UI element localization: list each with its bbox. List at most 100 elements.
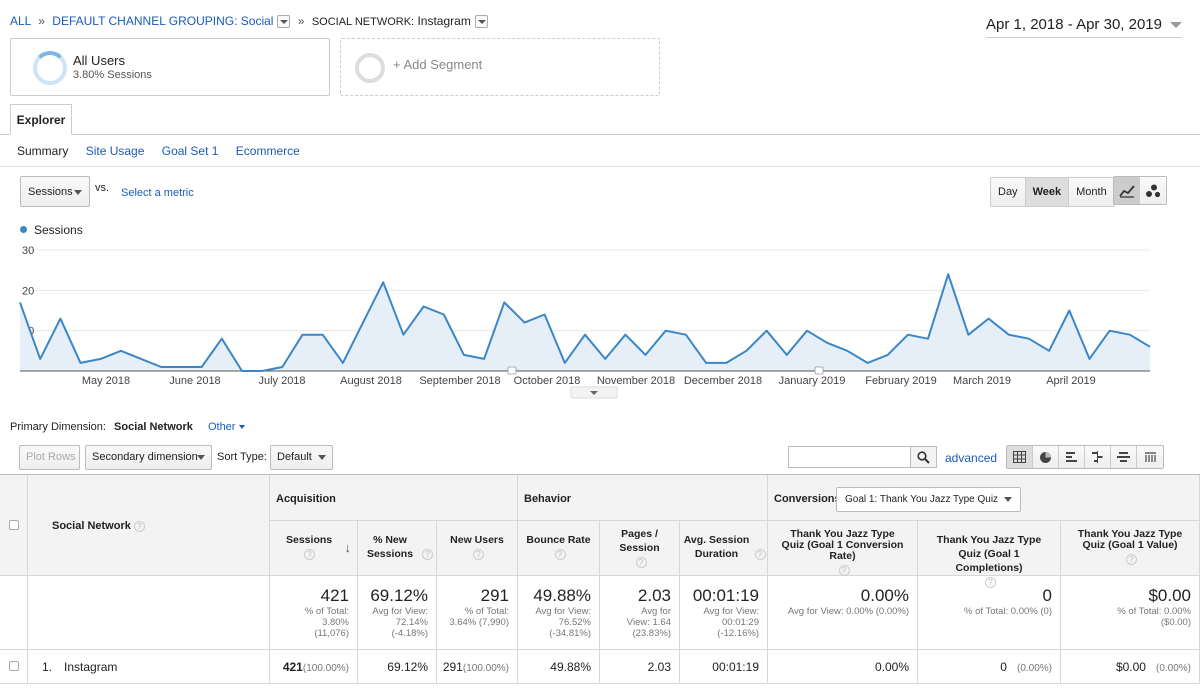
annotation-marker-icon: [507, 366, 517, 375]
tab-explorer[interactable]: Explorer: [10, 104, 72, 135]
help-icon[interactable]: ?: [838, 564, 850, 576]
select-metric-link[interactable]: Select a metric: [121, 187, 194, 199]
help-icon[interactable]: ?: [473, 548, 484, 560]
total-goal-value-sub: % of Total: 0.00%: [1117, 606, 1191, 617]
total-conv-rate-sub: Avg for View: 0.00% (0.00%): [787, 606, 909, 617]
help-icon[interactable]: ?: [554, 548, 566, 560]
pie-chart-icon[interactable]: [1033, 446, 1059, 468]
breadcrumb-network-value: Instagram: [417, 14, 471, 28]
breadcrumb-network-label: SOCIAL NETWORK:: [311, 16, 415, 28]
help-icon[interactable]: ?: [635, 556, 647, 568]
conversion-goal-select[interactable]: Goal 1: Thank You Jazz Type Quiz: [836, 487, 1021, 512]
help-icon[interactable]: ?: [1126, 553, 1137, 565]
explorer-subtabs: Summary Site Usage Goal Set 1 Ecommerce: [17, 144, 314, 158]
segment-ring-icon: [33, 51, 67, 85]
sort-type-select[interactable]: Default: [270, 445, 333, 470]
add-segment-button[interactable]: + Add Segment: [340, 38, 660, 96]
col-pct-new-sessions[interactable]: % New Sessions?: [358, 521, 437, 576]
col-duration-label: Avg. Session Duration: [683, 534, 750, 560]
performance-bars-icon[interactable]: [1059, 446, 1085, 468]
subtab-summary[interactable]: Summary: [17, 144, 69, 158]
granularity-day-button[interactable]: Day: [991, 178, 1026, 206]
col-goal1-completions[interactable]: Thank You Jazz Type Quiz (Goal 1 Complet…: [918, 521, 1061, 588]
row-checkbox[interactable]: [9, 661, 19, 671]
x-tick-label: July 2018: [258, 375, 305, 387]
help-icon[interactable]: ?: [133, 520, 145, 532]
table-search-input[interactable]: [788, 446, 911, 468]
search-button[interactable]: [910, 446, 937, 468]
y-tick-label: 30: [22, 245, 34, 257]
help-icon[interactable]: ?: [985, 576, 996, 588]
row-goal-value-pct: (0.00%): [1155, 663, 1191, 674]
metric-select[interactable]: Sessions: [20, 176, 90, 207]
col-pages-session[interactable]: Pages / Session?: [600, 521, 680, 576]
x-tick-label: May 2018: [82, 375, 130, 387]
sort-type-value: Default: [277, 451, 312, 463]
col-avg-session-duration[interactable]: Avg. Session Duration?: [680, 521, 768, 576]
row-goal-value: $0.00 (0.00%): [1061, 650, 1200, 684]
total-pct-new-value: 69.12%: [370, 586, 428, 605]
col-new-users-label: New Users: [450, 534, 504, 546]
row-network-link[interactable]: Instagram: [64, 660, 118, 674]
total-duration-sub: (-12.16%): [717, 628, 759, 639]
line-chart-icon[interactable]: [1114, 177, 1140, 204]
date-range-picker[interactable]: Apr 1, 2018 - Apr 30, 2019: [986, 16, 1182, 38]
motion-chart-icon[interactable]: [1140, 177, 1166, 204]
col-conv-rate-label: Thank You Jazz Type Quiz (Goal 1 Convers…: [781, 528, 904, 562]
dimension-header[interactable]: Social Network?: [28, 475, 270, 576]
pivot-icon[interactable]: [1137, 446, 1163, 468]
secondary-dimension-select[interactable]: Secondary dimension: [85, 445, 212, 470]
network-dropdown-icon[interactable]: [474, 15, 488, 29]
col-bounce-label: Bounce Rate: [526, 534, 591, 546]
row-new-users-value: 291: [442, 660, 463, 674]
total-duration-sub: 00:01:29: [722, 617, 759, 628]
other-dimension-link[interactable]: Other: [208, 421, 246, 433]
subtab-ecommerce[interactable]: Ecommerce: [235, 144, 300, 158]
segment-all-users[interactable]: All Users 3.80% Sessions: [10, 38, 330, 96]
plot-rows-button[interactable]: Plot Rows: [19, 445, 80, 470]
channel-dropdown-icon[interactable]: [277, 15, 291, 29]
col-pages-label: Pages / Session: [619, 528, 660, 554]
total-new-users-sub: 3.64% (7,990): [449, 617, 509, 628]
breadcrumb-all-link[interactable]: ALL: [10, 14, 31, 28]
help-icon[interactable]: ?: [754, 548, 766, 560]
total-duration-sub: Avg for View:: [703, 606, 759, 617]
report-table: Social Network? Acquisition Behavior Con…: [0, 474, 1200, 688]
total-bounce-value: 49.88%: [533, 586, 591, 605]
breadcrumb-channel-link[interactable]: DEFAULT CHANNEL GROUPING: Social: [52, 14, 274, 28]
help-icon[interactable]: ?: [422, 548, 433, 560]
chevron-down-icon: [590, 391, 598, 395]
subtab-goal-set-1[interactable]: Goal Set 1: [161, 144, 219, 158]
comparison-icon[interactable]: [1085, 446, 1111, 468]
advanced-filter-link[interactable]: advanced: [945, 451, 998, 465]
col-bounce-rate[interactable]: Bounce Rate?: [518, 521, 600, 576]
row-pct-new: 69.12%: [358, 650, 437, 684]
segment-title: All Users: [73, 53, 126, 68]
chevron-down-icon: [1170, 22, 1182, 29]
col-goal1-value[interactable]: Thank You Jazz Type Quiz (Goal 1 Value)?: [1061, 521, 1200, 576]
total-pages-sub: Avg for: [641, 606, 671, 617]
metric-select-value: Sessions: [28, 186, 73, 198]
granularity-week-button[interactable]: Week: [1025, 178, 1070, 206]
subtab-divider: [0, 166, 1200, 167]
col-goal1-conversion-rate[interactable]: Thank You Jazz Type Quiz (Goal 1 Convers…: [768, 521, 918, 576]
col-new-users[interactable]: New Users?: [437, 521, 518, 576]
sessions-line: [19, 273, 1151, 372]
total-pages-sub: (23.83%): [632, 628, 671, 639]
data-table-icon[interactable]: [1007, 446, 1033, 468]
select-all-checkbox[interactable]: [9, 520, 19, 530]
total-bounce-rate: 49.88% Avg for View: 76.52% (-34.81%): [518, 576, 600, 650]
sort-descending-icon[interactable]: ↓: [344, 540, 352, 555]
col-sessions[interactable]: Sessions? ↓: [270, 521, 358, 576]
help-icon[interactable]: ?: [304, 548, 315, 560]
granularity-month-button[interactable]: Month: [1069, 178, 1114, 206]
breadcrumb: ALL » DEFAULT CHANNEL GROUPING: Social »…: [10, 14, 488, 29]
total-new-users-value: 291: [480, 586, 509, 605]
subtab-site-usage[interactable]: Site Usage: [85, 144, 145, 158]
date-range-text: Apr 1, 2018 - Apr 30, 2019: [986, 16, 1162, 33]
chevron-down-icon: [197, 455, 205, 460]
term-cloud-icon[interactable]: [1111, 446, 1137, 468]
row-completions-value: 0: [1000, 660, 1007, 674]
total-conv-rate-value: 0.00%: [860, 586, 909, 605]
total-pages-sub: View: 1.64: [626, 617, 671, 628]
